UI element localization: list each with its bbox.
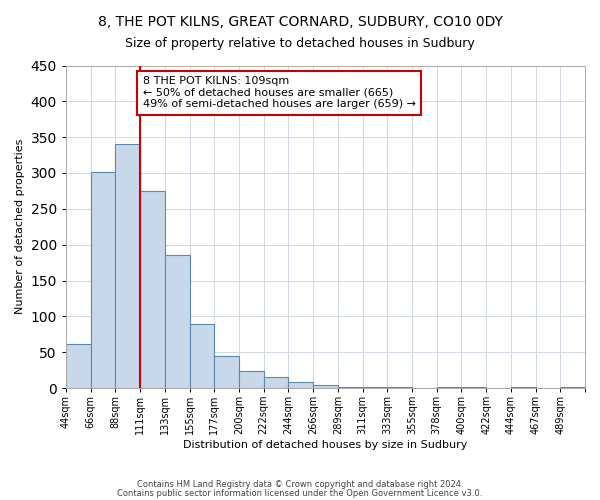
Bar	[263, 376, 289, 388]
Text: 8, THE POT KILNS, GREAT CORNARD, SUDBURY, CO10 0DY: 8, THE POT KILNS, GREAT CORNARD, SUDBURY…	[97, 15, 503, 29]
Bar	[66, 344, 91, 388]
Bar	[338, 386, 362, 388]
Bar	[214, 356, 239, 388]
Bar	[313, 385, 338, 388]
Bar	[239, 371, 263, 388]
Bar	[289, 382, 313, 388]
Bar	[165, 256, 190, 388]
Text: Contains HM Land Registry data © Crown copyright and database right 2024.: Contains HM Land Registry data © Crown c…	[137, 480, 463, 489]
Y-axis label: Number of detached properties: Number of detached properties	[15, 139, 25, 314]
Bar	[190, 324, 214, 388]
Bar	[140, 191, 165, 388]
Text: Size of property relative to detached houses in Sudbury: Size of property relative to detached ho…	[125, 38, 475, 51]
Text: Contains public sector information licensed under the Open Government Licence v3: Contains public sector information licen…	[118, 488, 482, 498]
Bar	[91, 172, 115, 388]
Text: 8 THE POT KILNS: 109sqm
← 50% of detached houses are smaller (665)
49% of semi-d: 8 THE POT KILNS: 109sqm ← 50% of detache…	[143, 76, 416, 110]
X-axis label: Distribution of detached houses by size in Sudbury: Distribution of detached houses by size …	[183, 440, 467, 450]
Bar	[115, 144, 140, 388]
